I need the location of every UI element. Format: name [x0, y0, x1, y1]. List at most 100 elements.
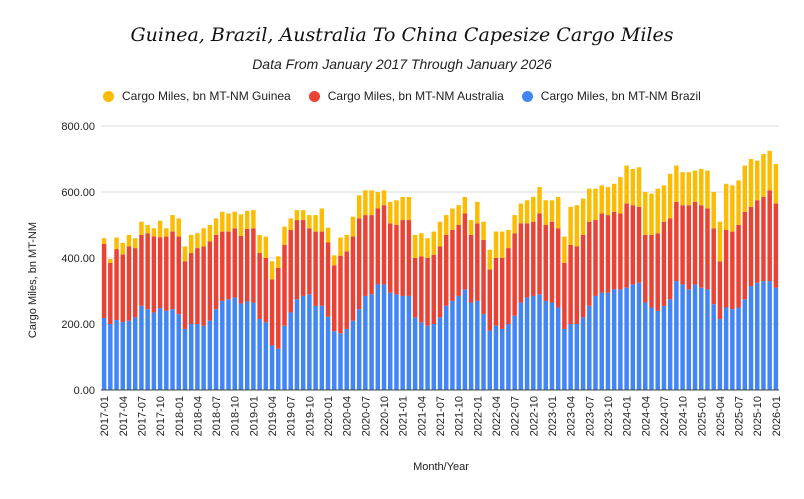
bar-segment[interactable]: [443, 305, 449, 390]
bar-segment[interactable]: [157, 237, 163, 309]
bar-segment[interactable]: [773, 163, 779, 204]
bar-segment[interactable]: [325, 227, 331, 243]
bar-segment[interactable]: [108, 324, 113, 390]
bar-segment[interactable]: [636, 206, 642, 283]
bar-segment[interactable]: [499, 328, 505, 390]
bar-segment[interactable]: [307, 228, 312, 295]
bar-segment[interactable]: [412, 234, 418, 258]
bar-segment[interactable]: [761, 154, 766, 197]
bar-segment[interactable]: [661, 221, 667, 306]
bar-segment[interactable]: [431, 231, 437, 255]
bar-segment[interactable]: [319, 231, 325, 306]
bar-segment[interactable]: [736, 180, 741, 225]
bar-segment[interactable]: [611, 183, 617, 212]
bar-segment[interactable]: [201, 325, 206, 390]
bar-segment[interactable]: [381, 284, 387, 390]
bar-segment[interactable]: [574, 246, 580, 324]
bar-segment[interactable]: [524, 297, 530, 390]
bar-segment[interactable]: [437, 246, 443, 318]
bar-segment[interactable]: [587, 305, 592, 390]
bar-segment[interactable]: [699, 287, 704, 390]
bar-segment[interactable]: [251, 210, 256, 229]
bar-segment[interactable]: [238, 303, 244, 390]
bar-segment[interactable]: [132, 238, 138, 249]
bar-segment[interactable]: [145, 225, 150, 234]
bar-segment[interactable]: [344, 234, 349, 252]
bar-segment[interactable]: [717, 261, 723, 320]
bar-segment[interactable]: [412, 258, 418, 318]
bar-segment[interactable]: [574, 324, 580, 390]
bar-segment[interactable]: [767, 190, 772, 282]
bar-segment[interactable]: [338, 237, 343, 256]
bar-segment[interactable]: [555, 307, 561, 391]
bar-segment[interactable]: [188, 234, 194, 254]
bar-segment[interactable]: [139, 234, 144, 306]
bar-segment[interactable]: [114, 237, 119, 250]
bar-segment[interactable]: [195, 233, 200, 249]
bar-segment[interactable]: [443, 234, 449, 306]
bar-segment[interactable]: [499, 258, 505, 329]
bar-segment[interactable]: [674, 201, 679, 282]
bar-segment[interactable]: [618, 289, 623, 390]
bar-segment[interactable]: [375, 284, 381, 390]
bar-segment[interactable]: [549, 302, 555, 390]
bar-segment[interactable]: [531, 221, 536, 296]
bar-segment[interactable]: [269, 345, 275, 390]
bar-segment[interactable]: [244, 210, 250, 229]
bar-segment[interactable]: [437, 317, 443, 390]
bar-segment[interactable]: [381, 190, 387, 206]
bar-segment[interactable]: [630, 168, 636, 206]
bar-segment[interactable]: [431, 254, 437, 324]
bar-segment[interactable]: [456, 295, 461, 390]
bar-segment[interactable]: [182, 328, 188, 390]
bar-segment[interactable]: [730, 185, 735, 232]
bar-segment[interactable]: [736, 307, 741, 391]
bar-segment[interactable]: [151, 312, 157, 390]
bar-segment[interactable]: [649, 307, 654, 391]
bar-segment[interactable]: [263, 236, 269, 258]
bar-segment[interactable]: [300, 210, 306, 221]
bar-segment[interactable]: [332, 331, 337, 390]
bar-segment[interactable]: [568, 206, 573, 245]
bar-segment[interactable]: [369, 215, 374, 295]
bar-segment[interactable]: [400, 196, 405, 221]
bar-segment[interactable]: [164, 228, 169, 237]
bar-segment[interactable]: [481, 314, 486, 390]
bar-segment[interactable]: [195, 324, 200, 390]
bar-segment[interactable]: [555, 228, 561, 308]
bar-segment[interactable]: [425, 238, 430, 258]
bar-segment[interactable]: [723, 229, 729, 308]
bar-segment[interactable]: [524, 223, 530, 298]
bar-segment[interactable]: [555, 196, 561, 229]
bar-segment[interactable]: [145, 309, 150, 390]
bar-segment[interactable]: [213, 309, 219, 390]
bar-segment[interactable]: [605, 187, 611, 216]
bar-segment[interactable]: [114, 320, 119, 390]
bar-segment[interactable]: [680, 205, 685, 285]
bar-segment[interactable]: [257, 319, 262, 390]
bar-segment[interactable]: [506, 324, 511, 390]
bar-segment[interactable]: [120, 254, 126, 323]
bar-segment[interactable]: [723, 183, 729, 230]
bar-segment[interactable]: [655, 233, 660, 311]
bar-segment[interactable]: [518, 302, 524, 390]
bar-segment[interactable]: [580, 234, 586, 318]
bar-segment[interactable]: [580, 317, 586, 390]
bar-segment[interactable]: [456, 205, 461, 225]
bar-segment[interactable]: [699, 168, 704, 206]
bar-segment[interactable]: [661, 305, 667, 390]
bar-segment[interactable]: [176, 236, 181, 315]
bar-segment[interactable]: [182, 246, 188, 262]
bar-segment[interactable]: [730, 231, 735, 310]
bar-segment[interactable]: [506, 229, 511, 249]
bar-segment[interactable]: [114, 249, 119, 321]
bar-segment[interactable]: [692, 170, 698, 202]
bar-segment[interactable]: [618, 213, 623, 290]
bar-segment[interactable]: [356, 309, 362, 390]
bar-segment[interactable]: [325, 316, 331, 390]
bar-segment[interactable]: [313, 215, 318, 232]
bar-segment[interactable]: [344, 328, 349, 390]
bar-segment[interactable]: [599, 292, 604, 390]
bar-segment[interactable]: [151, 228, 157, 237]
bar-segment[interactable]: [717, 221, 723, 262]
